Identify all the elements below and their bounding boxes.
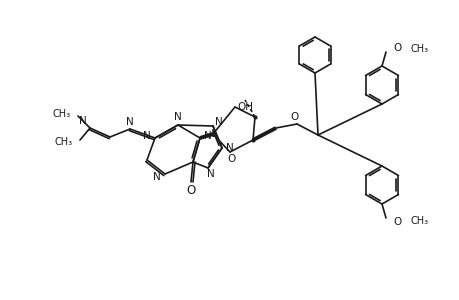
Text: OH: OH [236,102,252,112]
Text: N: N [126,117,134,127]
Text: N: N [174,112,181,122]
Text: O: O [393,43,401,53]
Text: O: O [393,217,401,227]
Text: CH₃: CH₃ [410,216,428,226]
Text: O: O [290,112,298,122]
Text: O: O [186,184,195,196]
Text: N: N [153,172,161,182]
Text: N: N [143,131,151,141]
Text: CH₃: CH₃ [410,44,428,54]
Text: N: N [226,143,233,153]
Text: CH₃: CH₃ [53,109,71,119]
Text: N: N [204,131,212,141]
Text: N: N [215,117,223,127]
Text: N: N [207,169,214,179]
Text: N: N [79,116,87,126]
Text: O: O [227,154,235,164]
Text: CH₃: CH₃ [55,137,73,147]
